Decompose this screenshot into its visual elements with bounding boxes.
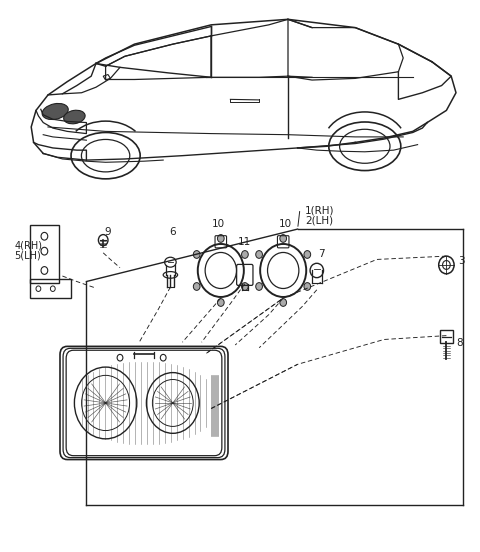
Circle shape bbox=[193, 251, 200, 258]
Circle shape bbox=[193, 283, 200, 290]
Ellipse shape bbox=[42, 103, 68, 120]
Text: 7: 7 bbox=[318, 249, 325, 259]
Circle shape bbox=[280, 299, 287, 306]
Text: 5(LH): 5(LH) bbox=[14, 250, 41, 260]
Circle shape bbox=[256, 251, 263, 258]
Text: 11: 11 bbox=[238, 237, 252, 247]
Circle shape bbox=[304, 283, 311, 290]
Circle shape bbox=[241, 283, 248, 290]
Text: 9: 9 bbox=[105, 227, 111, 237]
Circle shape bbox=[241, 251, 248, 258]
Text: 1(RH): 1(RH) bbox=[305, 206, 334, 216]
Text: 2(LH): 2(LH) bbox=[305, 216, 333, 226]
Circle shape bbox=[217, 235, 224, 242]
Ellipse shape bbox=[64, 110, 85, 124]
Text: 4(RH): 4(RH) bbox=[14, 240, 42, 250]
Circle shape bbox=[280, 235, 287, 242]
Circle shape bbox=[217, 299, 224, 306]
Circle shape bbox=[256, 283, 263, 290]
Text: 10: 10 bbox=[279, 219, 292, 229]
Text: 8: 8 bbox=[456, 338, 463, 348]
Text: 10: 10 bbox=[212, 219, 225, 229]
Text: 6: 6 bbox=[169, 227, 176, 237]
Circle shape bbox=[304, 251, 311, 258]
Text: 3: 3 bbox=[458, 256, 465, 266]
